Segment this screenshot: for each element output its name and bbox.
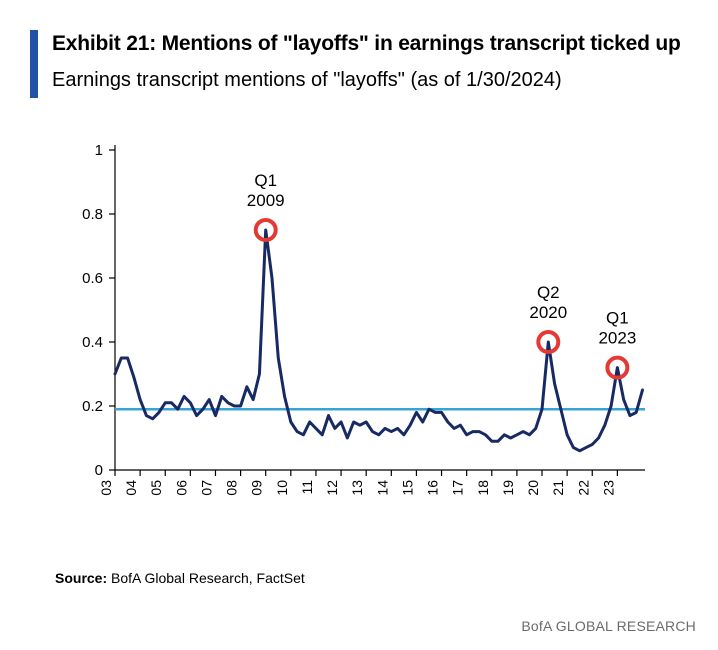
source-label: Source:: [55, 570, 107, 586]
svg-text:2020: 2020: [529, 303, 567, 322]
svg-text:08: 08: [224, 480, 240, 496]
svg-text:17: 17: [450, 480, 466, 496]
svg-text:13: 13: [349, 480, 365, 496]
svg-text:16: 16: [425, 480, 441, 496]
svg-text:11: 11: [299, 480, 315, 495]
svg-text:19: 19: [500, 480, 516, 496]
exhibit-title: Exhibit 21: Mentions of "layoffs" in ear…: [52, 30, 698, 57]
source-text: BofA Global Research, FactSet: [111, 570, 305, 586]
svg-text:0: 0: [95, 462, 103, 479]
svg-text:15: 15: [399, 480, 415, 496]
svg-text:07: 07: [198, 480, 214, 496]
svg-text:10: 10: [274, 480, 290, 496]
svg-text:2009: 2009: [247, 191, 285, 210]
svg-text:Q1: Q1: [606, 309, 629, 328]
chart-container: 0 0.2 0.4 0.6 0.8 1 03 04 05 06 07 08 09 10 11 12 13 14 15…: [55, 130, 655, 515]
svg-text:0.8: 0.8: [82, 206, 103, 223]
accent-bar: [30, 30, 38, 98]
svg-text:Q2: Q2: [537, 283, 560, 302]
svg-text:23: 23: [600, 480, 616, 496]
exhibit-frame: Exhibit 21: Mentions of "layoffs" in ear…: [0, 0, 718, 650]
svg-text:06: 06: [173, 480, 189, 496]
exhibit-subtitle: Earnings transcript mentions of "layoffs…: [52, 67, 698, 93]
svg-text:0.4: 0.4: [82, 334, 103, 351]
svg-text:03: 03: [98, 480, 114, 496]
svg-text:04: 04: [123, 480, 139, 496]
source-line: Source: BofA Global Research, FactSet: [55, 570, 305, 586]
svg-text:20: 20: [525, 480, 541, 496]
svg-text:22: 22: [575, 480, 591, 496]
svg-text:09: 09: [249, 480, 265, 496]
svg-text:18: 18: [475, 480, 491, 496]
svg-text:0.2: 0.2: [82, 398, 103, 415]
svg-text:Q1: Q1: [254, 171, 277, 190]
svg-text:0.6: 0.6: [82, 270, 103, 287]
svg-text:21: 21: [550, 480, 566, 496]
line-chart: 0 0.2 0.4 0.6 0.8 1 03 04 05 06 07 08 09 10 11 12 13 14 15…: [55, 130, 655, 510]
footer-brand: BofA GLOBAL RESEARCH: [521, 618, 696, 634]
svg-text:1: 1: [95, 142, 103, 159]
svg-text:14: 14: [374, 480, 390, 496]
svg-text:2023: 2023: [598, 329, 636, 348]
svg-text:12: 12: [324, 480, 340, 496]
title-block: Exhibit 21: Mentions of "layoffs" in ear…: [30, 30, 698, 93]
svg-text:05: 05: [148, 480, 164, 496]
